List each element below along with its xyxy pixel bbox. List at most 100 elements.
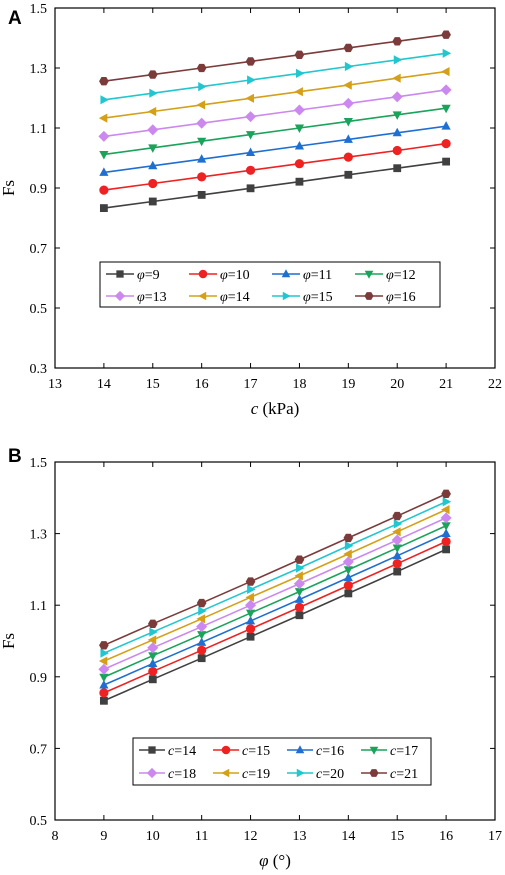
data-point [100,95,109,105]
y-tick-label: 0.5 [30,814,48,829]
data-point [392,550,402,560]
data-point [392,73,401,83]
series-φ-13 [98,84,452,142]
data-point [294,571,303,581]
data-point [197,645,207,655]
data-point [441,121,451,130]
data-point [442,497,452,507]
legend-label: c=21 [390,767,418,782]
legend-item: φ=15 [272,290,333,305]
legend-marker [148,746,156,754]
legend-marker [369,746,379,755]
data-point [343,572,353,582]
data-point [196,100,206,110]
series-line [103,33,447,82]
data-point [441,104,451,114]
series-c-16 [99,528,451,689]
data-point [343,134,353,143]
data-point [196,621,208,633]
data-point [442,545,451,554]
legend: φ=9 φ=10 φ=11 φ=12 φ=13 φ=14 φ=15 φ=16 [99,261,441,308]
series-line [103,52,447,101]
data-point [196,63,207,73]
x-axis-title: c (kPa) [251,399,300,418]
panel-label: A [8,8,22,29]
data-point [441,522,451,531]
data-point [442,48,452,58]
x-tick-label: 16 [195,377,209,392]
data-point [99,204,108,213]
data-point [197,631,207,640]
x-tick-label: 18 [292,377,306,392]
series-line [103,532,447,686]
data-point [99,77,109,86]
legend-marker [221,745,231,755]
data-point [295,563,305,573]
series-line [103,548,447,702]
data-point [245,615,256,625]
legend-marker [282,291,291,301]
data-point [245,111,257,123]
data-point [392,559,402,569]
x-tick-label: 15 [390,829,404,844]
x-tick-label: 9 [100,829,107,844]
data-point [294,159,305,169]
legend-item: φ=9 [106,268,160,283]
data-point [294,124,305,134]
data-point [197,154,207,163]
y-tick-label: 0.9 [30,182,48,197]
x-tick-label: 10 [146,829,160,844]
y-tick-label: 1.1 [30,122,48,137]
data-point [147,124,159,136]
data-point [148,652,158,661]
data-point [148,675,157,684]
data-point [197,637,207,646]
legend-box [99,261,441,308]
x-tick-label: 15 [146,377,160,392]
data-point [197,137,207,147]
legend-marker [146,767,158,779]
legend-marker [369,769,379,777]
legend-label: c=15 [242,744,270,759]
data-point [344,589,353,598]
y-axis-title: Fs [0,633,18,649]
data-point [343,80,352,90]
data-point [149,88,158,98]
x-axis-variable: φ [259,851,268,870]
data-point [392,37,403,46]
x-tick-label: 11 [195,829,208,844]
data-point [342,556,354,568]
series-line [103,142,447,191]
data-point [245,609,256,619]
data-point [247,75,256,85]
y-tick-label: 1.3 [30,528,48,543]
data-point [342,97,354,109]
legend-label: φ=15 [303,290,333,305]
legend-marker [198,291,207,301]
data-point [98,113,108,123]
data-point [99,673,109,683]
data-point [196,117,208,129]
data-point [196,614,206,624]
legend-label: c=20 [316,767,344,782]
y-tick-label: 0.5 [30,302,48,317]
series-φ-16 [99,30,451,86]
data-point [295,68,305,78]
data-point [343,533,354,543]
data-point [293,104,305,116]
series-line [103,89,447,138]
data-point [98,130,110,142]
y-tick-label: 1.5 [30,456,48,471]
data-point [148,658,158,668]
data-point [245,147,256,157]
data-point [245,131,256,140]
data-point [393,55,403,65]
x-axis-unit: (kPa) [258,399,299,418]
data-point [196,598,207,608]
legend-label: φ=10 [220,268,250,283]
data-point [393,567,402,576]
data-point [392,127,402,137]
data-point [294,588,305,597]
data-point [294,594,305,603]
